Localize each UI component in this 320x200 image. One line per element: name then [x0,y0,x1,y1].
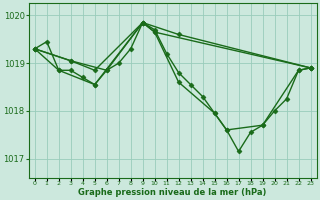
X-axis label: Graphe pression niveau de la mer (hPa): Graphe pression niveau de la mer (hPa) [78,188,267,197]
